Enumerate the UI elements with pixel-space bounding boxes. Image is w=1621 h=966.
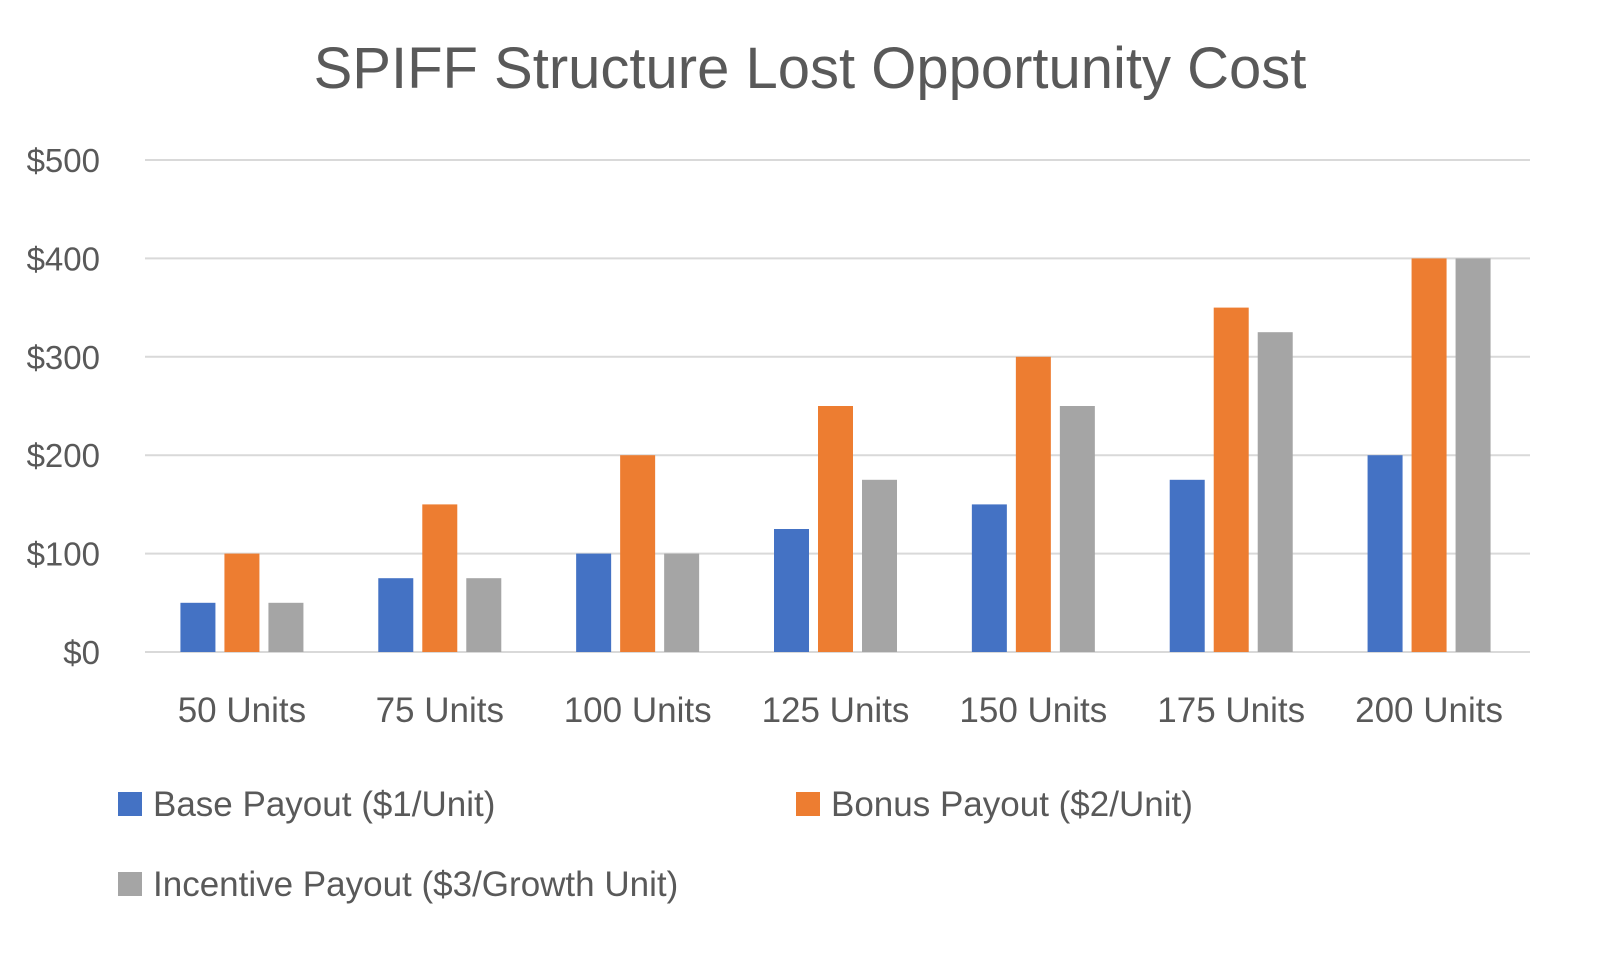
y-axis-ticks: $0 $100 $200 $300 $400 $500 bbox=[27, 142, 100, 671]
legend-swatch bbox=[118, 792, 142, 816]
bar-2-50-units bbox=[224, 553, 260, 652]
x-tick-label: 150 Units bbox=[959, 691, 1107, 730]
bar-2-75-units bbox=[422, 504, 458, 652]
y-tick-label: $500 bbox=[27, 142, 100, 179]
bar-2-200-units bbox=[1411, 258, 1447, 652]
bar-1-125-units bbox=[774, 529, 809, 652]
legend-label: Incentive Payout ($3/Growth Unit) bbox=[153, 865, 678, 904]
y-tick-label: $0 bbox=[63, 634, 100, 671]
x-tick-label: 200 Units bbox=[1355, 691, 1503, 730]
legend-label: Base Payout ($1/Unit) bbox=[153, 785, 495, 824]
legend: Base Payout ($1/Unit) Bonus Payout ($2/Un… bbox=[118, 785, 1193, 904]
bar-3-125-units bbox=[862, 479, 897, 652]
x-tick-label: 175 Units bbox=[1157, 691, 1305, 730]
bar-2-150-units bbox=[1015, 356, 1051, 652]
bar-2-175-units bbox=[1213, 307, 1249, 652]
bar-1-50-units bbox=[180, 602, 216, 652]
bar-3-100-units bbox=[664, 553, 700, 652]
bar-2-125-units bbox=[818, 406, 853, 652]
bar-3-175-units bbox=[1257, 332, 1293, 652]
bar-3-200-units bbox=[1455, 258, 1491, 652]
x-tick-label: 75 Units bbox=[376, 691, 504, 730]
x-tick-label: 125 Units bbox=[762, 691, 910, 730]
bar-1-175-units bbox=[1169, 479, 1205, 652]
bar-1-150-units bbox=[971, 504, 1007, 652]
y-tick-label: $200 bbox=[27, 437, 100, 474]
bar-1-100-units bbox=[576, 553, 612, 652]
bars bbox=[180, 258, 1491, 652]
x-tick-label: 50 Units bbox=[178, 691, 306, 730]
legend-swatch bbox=[118, 872, 142, 896]
bar-1-200-units bbox=[1367, 455, 1403, 652]
legend-swatch bbox=[796, 792, 820, 816]
bar-3-75-units bbox=[466, 578, 502, 652]
x-axis-ticks: 50 Units 75 Units 100 Units 125 Units 150 Un… bbox=[178, 691, 1503, 730]
y-tick-label: $300 bbox=[27, 339, 100, 376]
legend-label: Bonus Payout ($2/Unit) bbox=[831, 785, 1193, 824]
bar-3-50-units bbox=[268, 602, 304, 652]
bar-2-100-units bbox=[620, 455, 656, 652]
bar-1-75-units bbox=[378, 578, 414, 652]
chart-title: SPIFF Structure Lost Opportunity Cost bbox=[314, 36, 1307, 101]
y-tick-label: $100 bbox=[27, 536, 100, 573]
bar-3-150-units bbox=[1059, 406, 1095, 652]
y-tick-label: $400 bbox=[27, 240, 100, 277]
x-tick-label: 100 Units bbox=[564, 691, 712, 730]
